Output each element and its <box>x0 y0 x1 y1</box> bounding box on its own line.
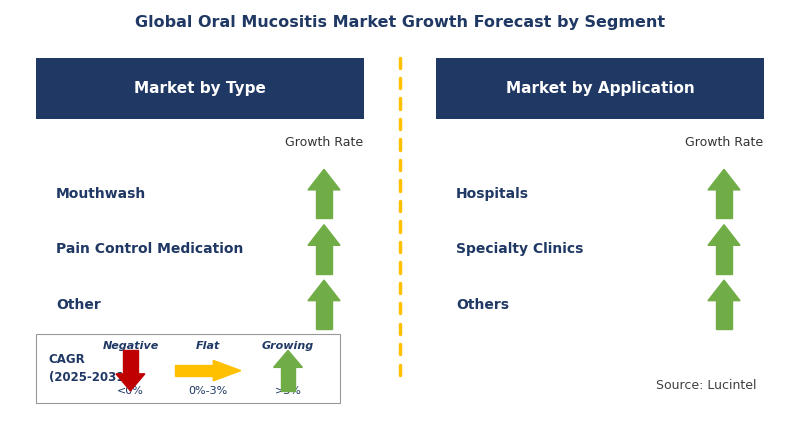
Text: Flat: Flat <box>196 341 220 351</box>
Polygon shape <box>116 374 145 391</box>
Text: Hospitals: Hospitals <box>456 187 529 201</box>
Text: Specialty Clinics: Specialty Clinics <box>456 242 583 256</box>
Text: Source: Lucintel: Source: Lucintel <box>655 379 756 392</box>
Text: >3%: >3% <box>274 386 302 396</box>
Text: Market by Type: Market by Type <box>134 81 266 96</box>
FancyBboxPatch shape <box>36 58 364 119</box>
Text: (2025-2031): (2025-2031) <box>49 371 130 384</box>
Polygon shape <box>308 225 340 245</box>
Polygon shape <box>281 367 295 391</box>
Polygon shape <box>308 280 340 301</box>
Text: Global Oral Mucositis Market Growth Forecast by Segment: Global Oral Mucositis Market Growth Fore… <box>135 15 665 30</box>
Polygon shape <box>274 350 302 367</box>
Polygon shape <box>708 280 740 301</box>
Polygon shape <box>123 350 138 374</box>
Polygon shape <box>708 169 740 190</box>
Text: CAGR: CAGR <box>49 353 86 366</box>
Polygon shape <box>316 190 332 218</box>
Text: 0%-3%: 0%-3% <box>188 386 228 396</box>
Polygon shape <box>708 225 740 245</box>
Polygon shape <box>316 301 332 329</box>
Polygon shape <box>716 190 732 218</box>
Text: Mouthwash: Mouthwash <box>56 187 146 201</box>
FancyBboxPatch shape <box>436 58 764 119</box>
FancyBboxPatch shape <box>36 334 340 403</box>
Polygon shape <box>716 301 732 329</box>
Text: Growing: Growing <box>262 341 314 351</box>
Text: Pain Control Medication: Pain Control Medication <box>56 242 243 256</box>
Text: Growth Rate: Growth Rate <box>685 136 763 149</box>
Polygon shape <box>175 366 214 376</box>
Text: Market by Application: Market by Application <box>506 81 694 96</box>
Text: Other: Other <box>56 298 101 311</box>
Text: Others: Others <box>456 298 509 311</box>
Text: Growth Rate: Growth Rate <box>285 136 363 149</box>
Polygon shape <box>308 169 340 190</box>
Polygon shape <box>316 245 332 274</box>
Text: <0%: <0% <box>117 386 144 396</box>
Polygon shape <box>716 245 732 274</box>
Polygon shape <box>214 360 241 381</box>
Text: Negative: Negative <box>102 341 158 351</box>
